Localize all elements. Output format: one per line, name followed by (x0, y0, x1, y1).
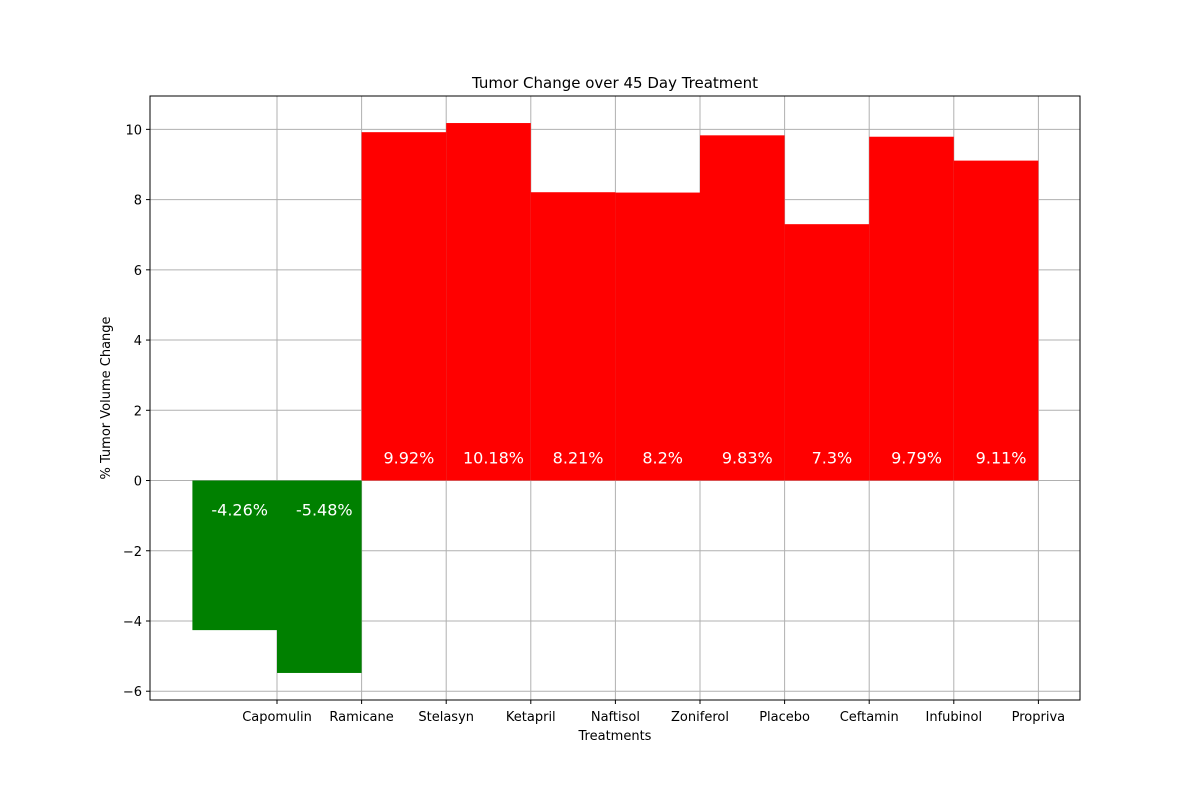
chart-title: Tumor Change over 45 Day Treatment (471, 74, 758, 92)
bar-value-label: 8.21% (553, 449, 604, 468)
x-tick-label: Capomulin (242, 710, 312, 725)
x-tick-label: Stelasyn (418, 710, 474, 725)
bar-ketapril (446, 123, 531, 481)
y-tick-label: 6 (134, 264, 142, 279)
bar-stelasyn (361, 132, 447, 481)
bar-ramicane (277, 480, 362, 673)
x-tick-label: Propriva (1012, 710, 1066, 725)
y-tick-label: 4 (134, 334, 142, 349)
bar-ceftamin (784, 224, 870, 481)
bar-value-label: 9.79% (891, 449, 942, 468)
x-tick-label: Ketapril (506, 710, 556, 725)
x-axis-label: Treatments (578, 729, 652, 744)
bar-zoniferol (615, 192, 700, 481)
bar-value-label: 9.83% (722, 449, 773, 468)
y-tick-label: 0 (134, 475, 142, 490)
x-tick-label: Ceftamin (840, 710, 899, 725)
data-labels: -4.26% -5.48% 9.92% 10.18% 8.21% 8.2% 9.83% 7.3… (211, 449, 1026, 520)
y-tick-label: 2 (134, 404, 142, 419)
bar-placebo (700, 135, 785, 481)
x-tick-label: Naftisol (591, 710, 640, 725)
bar-infubinol (869, 136, 954, 481)
axis-ticks: −6 −4 −2 0 2 4 6 8 10 Capomulin Ramicane Stelasyn Ke… (123, 123, 1065, 725)
y-tick-label: 10 (125, 123, 142, 138)
y-tick-label: −4 (123, 615, 142, 630)
plot-frame (149, 95, 1081, 701)
bars (192, 123, 1039, 673)
y-tick-label: −2 (123, 545, 142, 560)
bar-propriva (953, 160, 1039, 481)
bar-value-label: -5.48% (296, 501, 353, 520)
x-tick-label: Ramicane (329, 710, 393, 725)
x-tick-label: Placebo (759, 710, 810, 725)
bar-value-label: 9.11% (976, 449, 1027, 468)
y-axis-label: % Tumor Volume Change (99, 316, 114, 479)
bar-value-label: 9.92% (383, 449, 434, 468)
bar-value-label: 10.18% (463, 449, 524, 468)
bar-value-label: 8.2% (642, 449, 683, 468)
bar-value-label: -4.26% (211, 501, 268, 520)
bar-capomulin (192, 480, 277, 631)
y-tick-label: −6 (123, 685, 142, 700)
x-tick-label: Zoniferol (671, 710, 729, 725)
x-tick-label: Infubinol (926, 710, 983, 725)
bar-value-label: 7.3% (812, 449, 853, 468)
bar-naftisol (530, 192, 616, 481)
y-tick-label: 8 (134, 194, 142, 209)
